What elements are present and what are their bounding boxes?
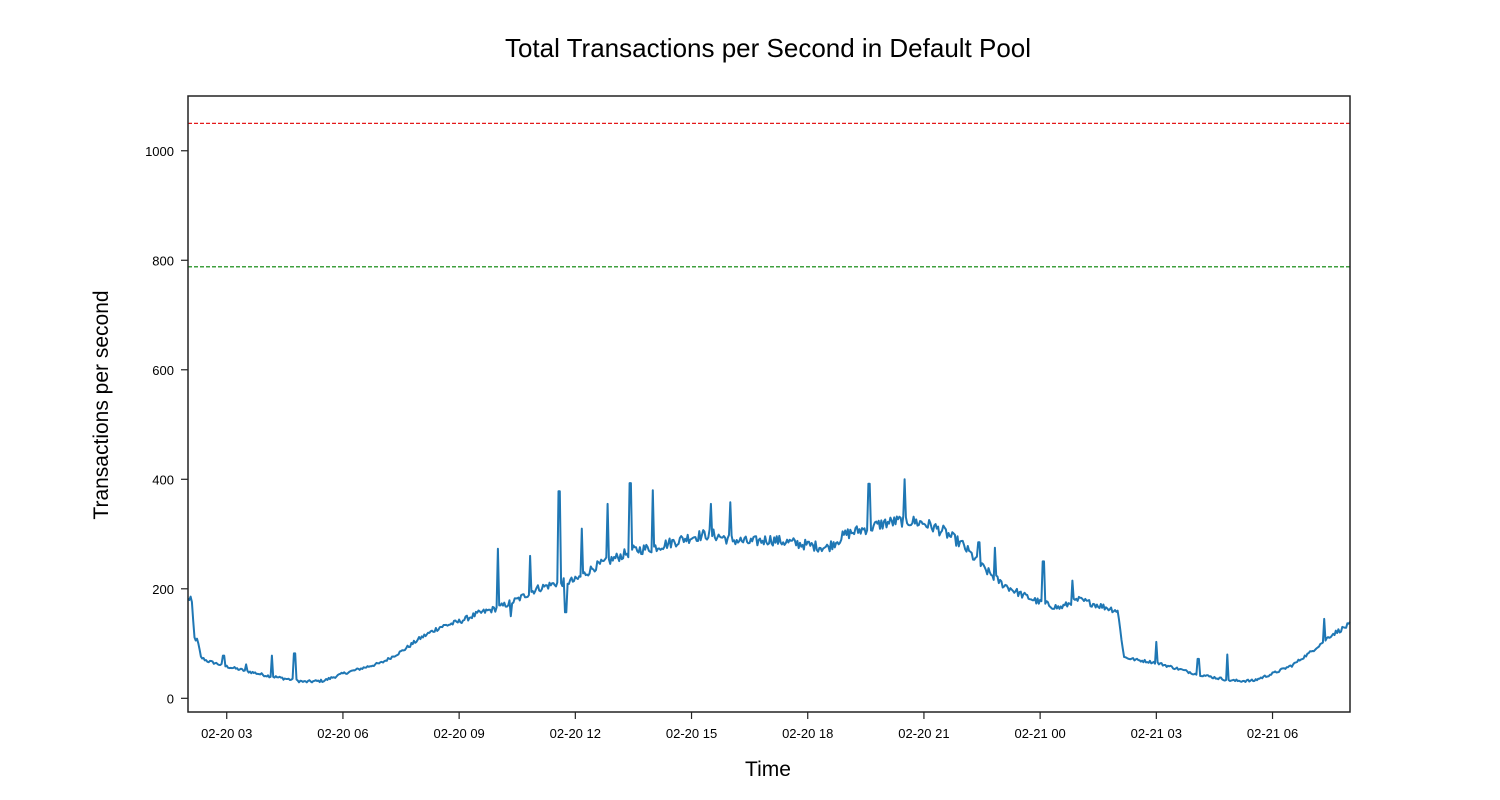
- y-tick-label: 1000: [145, 144, 174, 159]
- x-tick-label: 02-21 06: [1247, 726, 1298, 741]
- tps-series-line: [187, 478, 1351, 684]
- x-tick-label: 02-20 21: [898, 726, 949, 741]
- x-tick-label: 02-20 12: [550, 726, 601, 741]
- y-tick-label: 200: [152, 582, 174, 597]
- x-tick-label: 02-21 03: [1131, 726, 1182, 741]
- x-axis: 02-20 03 02-20 06 02-20 09 02-20 12 02-20 15…: [201, 712, 1298, 741]
- threshold-lines: [188, 122, 1350, 268]
- x-tick-label: 02-20 03: [201, 726, 252, 741]
- y-tick-label: 0: [167, 691, 174, 706]
- x-tick-label: 02-21 00: [1014, 726, 1065, 741]
- x-tick-label: 02-20 15: [666, 726, 717, 741]
- y-tick-label: 400: [152, 472, 174, 487]
- y-tick-label: 600: [152, 363, 174, 378]
- plot-frame: [187, 95, 1351, 713]
- series-layer: [187, 478, 1351, 684]
- chart-title: Total Transactions per Second in Default…: [505, 33, 1031, 63]
- x-tick-label: 02-20 09: [433, 726, 484, 741]
- x-axis-label: Time: [745, 758, 791, 781]
- y-tick-label: 800: [152, 253, 174, 268]
- y-axis: 0 200 400 600 800 1000: [145, 144, 188, 706]
- x-tick-label: 02-20 06: [317, 726, 368, 741]
- y-axis-label: Transactions per second: [90, 290, 113, 519]
- x-tick-label: 02-20 18: [782, 726, 833, 741]
